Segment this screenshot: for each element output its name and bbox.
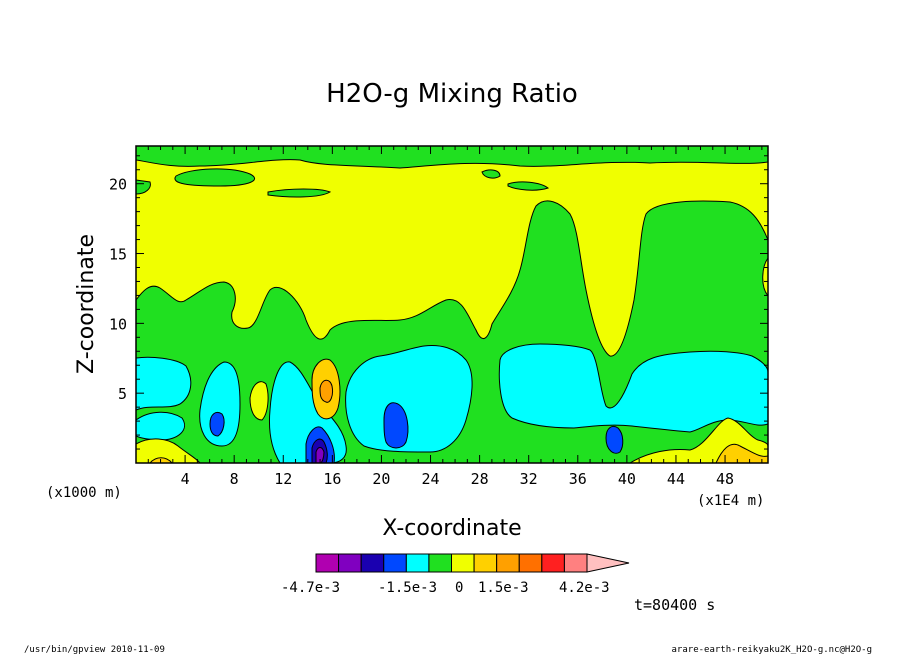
colorbar-swatch xyxy=(383,553,407,573)
colorbar-swatch xyxy=(315,553,340,573)
colorbar-swatch xyxy=(360,553,385,573)
colorbar-label-neg: -1.5e-3 xyxy=(378,580,437,596)
x-tick-label: 16 xyxy=(323,470,341,488)
contour-cyan-left-low xyxy=(136,411,185,441)
contour-cyan-left xyxy=(136,356,192,411)
x-tick-label: 32 xyxy=(520,470,538,488)
time-annotation: t=80400 s xyxy=(634,596,715,614)
y-tick-label: 20 xyxy=(109,176,127,194)
y-tick-label: 5 xyxy=(118,385,127,403)
contour-cyan-right xyxy=(498,343,768,433)
colorbar-swatch xyxy=(496,553,520,573)
colorbar-label-max: 4.2e-3 xyxy=(559,580,610,596)
colorbar-swatch xyxy=(405,553,430,573)
colorbar-label-zero: 0 xyxy=(455,580,463,596)
colorbar-label-min: -4.7e-3 xyxy=(281,580,340,596)
colorbar-extension-arrow xyxy=(586,553,630,573)
colorbar-swatch xyxy=(473,553,498,573)
contour-field xyxy=(136,146,768,463)
x-tick-label: 44 xyxy=(667,470,685,488)
colorbar-swatch xyxy=(563,553,588,573)
contour-orange-blob xyxy=(319,379,333,403)
contour-green-patch xyxy=(507,181,550,191)
contour-blue-core xyxy=(605,425,624,454)
x-axis-ticks: 4 8 12 16 20 24 28 32 36 40 44 48 xyxy=(147,146,763,488)
contour-light-orange-bottom-right xyxy=(715,443,768,463)
plot-frame xyxy=(135,145,769,464)
x-tick-label: 8 xyxy=(230,470,239,488)
contour-green-top-band xyxy=(136,146,768,169)
colorbar xyxy=(315,553,630,573)
y-axis-ticks: 5 10 15 20 xyxy=(109,155,768,450)
contour-yellow-blob xyxy=(249,381,269,421)
x-tick-label: 48 xyxy=(716,470,734,488)
colorbar-swatch xyxy=(451,553,475,573)
x-tick-label: 28 xyxy=(471,470,489,488)
x-tick-label: 20 xyxy=(372,470,390,488)
x-unit-left: (x1000 m) xyxy=(46,485,122,501)
footer-left: /usr/bin/gpview 2010-11-09 xyxy=(24,645,165,654)
contour-green-patch xyxy=(267,188,332,198)
footer-right: arare-earth-reikyaku2K_H2O-g.nc@H2O-g xyxy=(672,645,872,654)
contour-cyan-center xyxy=(345,345,473,453)
contour-blue-core xyxy=(209,411,225,437)
x-tick-label: 4 xyxy=(181,470,190,488)
y-tick-label: 15 xyxy=(109,246,127,264)
y-tick-label: 10 xyxy=(109,315,127,333)
x-unit-right: (x1E4 m) xyxy=(697,493,764,509)
x-tick-label: 12 xyxy=(274,470,292,488)
colorbar-swatch xyxy=(541,553,565,573)
chart-title: H2O-g Mixing Ratio xyxy=(326,79,578,109)
x-tick-label: 24 xyxy=(421,470,439,488)
colorbar-swatch xyxy=(518,553,543,573)
colorbar-swatch xyxy=(338,553,362,573)
contour-green-patch xyxy=(174,168,256,187)
x-tick-label: 40 xyxy=(618,470,636,488)
colorbar-swatch xyxy=(428,553,452,573)
y-axis-title: Z-coordinate xyxy=(74,234,99,374)
x-tick-label: 36 xyxy=(569,470,587,488)
colorbar-label-pos: 1.5e-3 xyxy=(478,580,529,596)
x-axis-title: X-coordinate xyxy=(382,516,521,541)
contour-green-patch xyxy=(481,169,501,179)
contour-yellow-bottom-left xyxy=(136,438,201,463)
contour-blue-core xyxy=(383,402,409,449)
